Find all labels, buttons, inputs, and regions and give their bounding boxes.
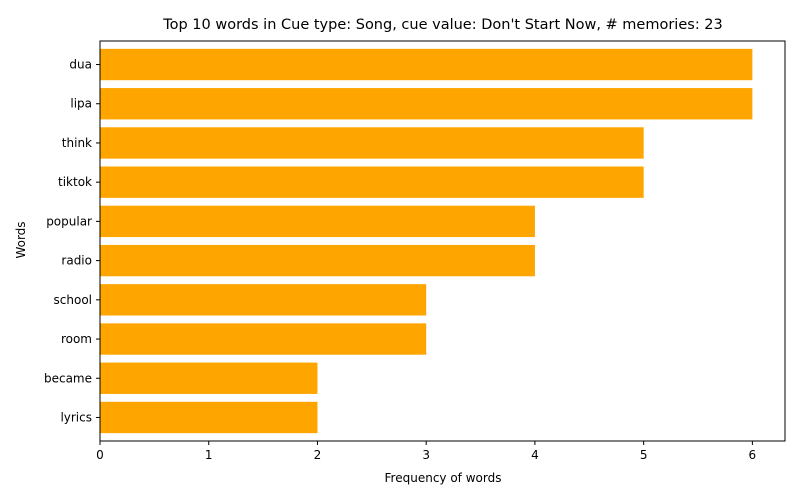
x-tick-label-6: 6 — [749, 448, 757, 462]
bar-think — [100, 127, 644, 159]
x-tick-label-4: 4 — [531, 448, 539, 462]
x-axis-ticks: 0 1 2 3 4 5 6 — [96, 441, 756, 462]
x-tick-label-1: 1 — [205, 448, 213, 462]
bar-tiktok — [100, 166, 644, 198]
y-tick-label-radio: radio — [61, 254, 92, 268]
bar-lipa — [100, 88, 753, 120]
x-axis-label: Frequency of words — [385, 471, 502, 485]
x-tick-label-2: 2 — [314, 448, 322, 462]
y-tick-label-tiktok: tiktok — [58, 175, 92, 189]
chart-title: Top 10 words in Cue type: Song, cue valu… — [162, 17, 723, 33]
bar-lyrics — [100, 401, 318, 434]
y-tick-label-popular: popular — [46, 214, 92, 228]
y-tick-label-became: became — [44, 371, 92, 385]
bar-room — [100, 323, 427, 355]
plot-area-frame — [99, 40, 786, 442]
y-tick-label-lipa: lipa — [70, 97, 92, 111]
y-tick-label-room: room — [61, 332, 92, 346]
y-tick-label-think: think — [62, 136, 92, 150]
bar-school — [100, 284, 427, 316]
x-tick-label-0: 0 — [96, 448, 104, 462]
y-axis-label: Words — [14, 221, 28, 258]
bar-radio — [100, 244, 535, 277]
y-tick-label-lyrics: lyrics — [60, 410, 92, 424]
bar-became — [100, 362, 318, 394]
bars-group — [100, 48, 753, 434]
x-tick-label-5: 5 — [640, 448, 648, 462]
y-tick-label-dua: dua — [69, 58, 92, 72]
bar-dua — [100, 48, 753, 81]
bar-popular — [100, 205, 535, 238]
x-tick-label-3: 3 — [422, 448, 430, 462]
y-tick-label-school: school — [54, 293, 92, 307]
y-axis-ticks: dua lipa think tiktok popular radio school room… — [44, 58, 100, 424]
